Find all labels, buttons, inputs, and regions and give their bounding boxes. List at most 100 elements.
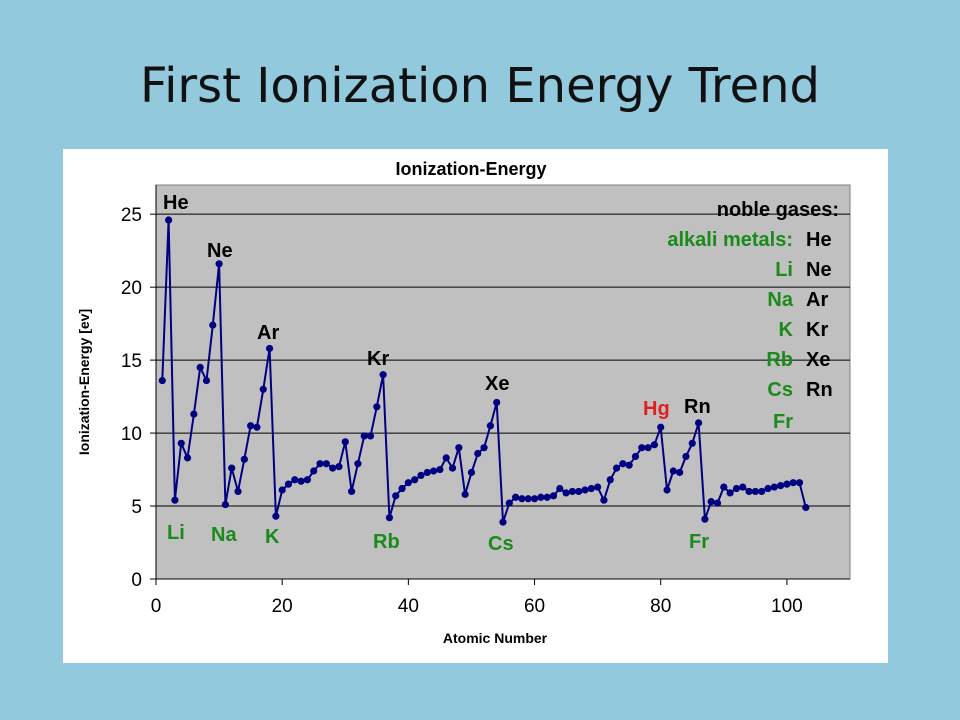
data-point: [392, 492, 400, 500]
legend-alkali-header: alkali metals:: [667, 229, 793, 251]
data-point: [512, 493, 520, 501]
x-tick-label: 80: [650, 596, 671, 617]
x-tick-label: 0: [151, 596, 162, 617]
data-point: [417, 471, 425, 479]
legend-noble-item: Ne: [806, 259, 832, 281]
x-tick-label: 20: [272, 596, 293, 617]
y-tick-label: 15: [121, 351, 142, 372]
legend-noble-item: Kr: [806, 319, 828, 341]
legend-alkali-item: Li: [775, 259, 793, 281]
data-point: [594, 483, 602, 491]
data-point: [240, 455, 248, 463]
data-point: [606, 476, 614, 484]
data-point: [455, 444, 463, 452]
data-point: [253, 423, 261, 431]
legend-alkali-item: K: [779, 319, 794, 341]
data-point: [537, 493, 545, 501]
data-point: [278, 486, 286, 494]
data-point: [474, 449, 482, 458]
data-point: [701, 515, 709, 523]
chart-title: Ionization-Energy: [395, 159, 546, 179]
data-point: [272, 512, 280, 520]
data-point: [247, 422, 255, 430]
data-point: [713, 499, 722, 507]
data-point: [448, 464, 457, 472]
data-point: [423, 468, 431, 477]
data-point: [366, 432, 375, 440]
data-point: [562, 489, 570, 497]
data-point: [587, 484, 595, 493]
legend-noble-item: Ar: [806, 289, 828, 311]
data-point: [758, 487, 766, 496]
data-point: [638, 444, 646, 452]
data-point: [385, 514, 394, 522]
legend-alkali-item: Cs: [767, 379, 793, 401]
data-point: [486, 422, 494, 430]
point-label-ne: Ne: [207, 240, 233, 262]
y-axis-label: Ionization-Energy [ev]: [76, 309, 92, 455]
point-label-li: Li: [167, 522, 185, 544]
data-point: [732, 484, 741, 493]
data-point: [171, 496, 179, 504]
data-point: [430, 467, 438, 475]
x-tick-label: 100: [771, 596, 803, 617]
data-point: [795, 479, 804, 487]
data-point: [789, 479, 797, 487]
data-point: [221, 500, 229, 509]
y-tick-label: 5: [131, 497, 142, 518]
data-point: [530, 495, 539, 503]
data-point: [739, 483, 747, 491]
data-point: [556, 484, 564, 493]
point-label-rn: Rn: [684, 396, 711, 418]
x-tick-label: 40: [398, 596, 419, 617]
data-point: [228, 464, 236, 472]
data-point: [575, 487, 583, 496]
data-point: [467, 468, 476, 477]
data-point: [650, 441, 659, 449]
legend-noble-item: Rn: [806, 379, 833, 401]
data-point: [676, 468, 684, 477]
data-point: [543, 493, 551, 501]
data-point: [202, 376, 211, 385]
data-point: [688, 439, 696, 447]
data-point: [619, 460, 627, 468]
data-point: [694, 419, 703, 427]
data-point: [303, 476, 312, 484]
data-point: [379, 371, 387, 379]
point-label-k: K: [265, 526, 280, 548]
data-point: [373, 403, 381, 411]
data-point: [158, 376, 166, 385]
data-point: [196, 363, 204, 372]
data-point: [745, 487, 753, 496]
data-point: [549, 492, 558, 500]
y-tick-label: 20: [121, 278, 142, 299]
data-point: [398, 484, 406, 493]
x-axis-label: Atomic Number: [443, 630, 548, 646]
data-point: [644, 444, 652, 452]
data-point: [657, 423, 665, 431]
data-point: [669, 467, 677, 475]
point-label-ar: Ar: [257, 322, 279, 344]
data-point: [612, 464, 621, 472]
point-label-na: Na: [211, 524, 237, 546]
data-point: [777, 482, 785, 490]
point-label-fr: Fr: [689, 531, 709, 553]
data-point: [177, 439, 185, 447]
data-point: [291, 476, 299, 484]
data-point: [259, 385, 267, 393]
data-point: [234, 487, 242, 496]
data-point: [751, 487, 759, 496]
data-point: [600, 496, 608, 504]
data-point: [436, 465, 444, 474]
data-point: [802, 503, 810, 512]
data-point: [682, 452, 690, 461]
point-label-hg: Hg: [643, 398, 670, 420]
data-point: [316, 460, 324, 468]
data-point: [190, 410, 198, 418]
data-point: [354, 460, 362, 468]
data-point: [341, 438, 349, 446]
data-point: [461, 490, 469, 498]
legend-noble-item: He: [806, 229, 832, 251]
data-point: [625, 461, 633, 469]
ionization-energy-chart: Ionization-Energy 0 5 10 15 20 25 0 20 40 60 80 100 A…: [76, 159, 851, 646]
